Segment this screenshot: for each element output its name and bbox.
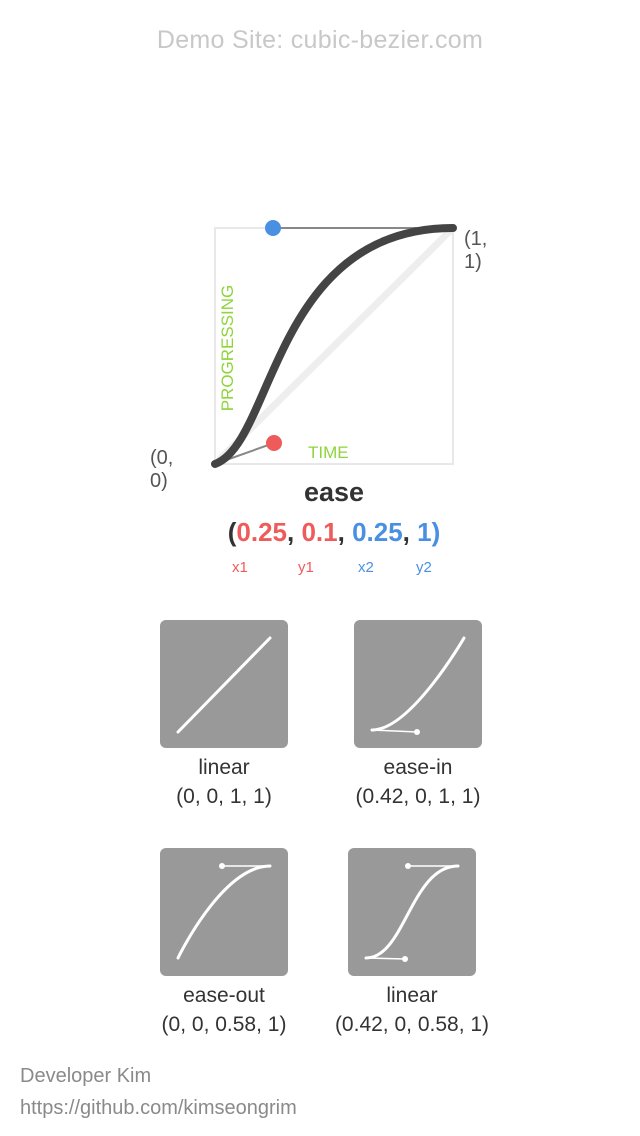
y-axis-label: PROGRESSING	[218, 284, 237, 412]
bezier-values: (0.25, 0.1, 0.25, 1)	[0, 517, 640, 548]
values-open-paren: (	[227, 517, 237, 547]
preset-name: linear	[386, 984, 438, 1007]
curve-name: ease	[303, 477, 365, 507]
values-close-paren: )	[431, 517, 441, 547]
preset-ease-in-out-tile[interactable]	[348, 848, 476, 976]
linear-reference-line	[212, 225, 456, 467]
param-label-x2: x2	[358, 559, 374, 576]
footer-link[interactable]: https://github.com/kimseongrim	[20, 1097, 297, 1119]
bezier-graph	[211, 220, 457, 468]
preset-name: ease-out	[183, 984, 265, 1007]
preset-values: (0.42, 0, 1, 1)	[355, 785, 481, 808]
site-title: Demo Site: cubic-bezier.com	[156, 26, 484, 54]
preset-ease-in-tile[interactable]	[354, 620, 482, 748]
value-x2: 0.25	[352, 517, 403, 547]
origin-label: (0, 0)	[150, 447, 174, 492]
ease-in-out-curve-icon	[364, 863, 460, 962]
preset-name: linear	[198, 756, 250, 779]
preset-values: (0.42, 0, 0.58, 1)	[334, 1013, 490, 1036]
ease-in-curve-icon	[370, 636, 466, 735]
preset-name: ease-in	[383, 756, 453, 779]
preset-linear-tile[interactable]	[160, 620, 288, 748]
values-separator: ,	[287, 517, 302, 547]
value-x1: 0.25	[236, 517, 287, 547]
preset-values: (0, 0, 0.58, 1)	[161, 1013, 287, 1036]
param-label-y2: y2	[416, 559, 432, 576]
footer-author: Developer Kim	[20, 1065, 152, 1087]
values-separator: ,	[337, 517, 353, 547]
end-label: (1, 1)	[464, 228, 488, 273]
param-label-y1: y1	[298, 559, 314, 576]
bezier-curve	[211, 224, 457, 468]
param-label-x1: x1	[232, 559, 248, 576]
p1-handle[interactable]	[266, 435, 282, 451]
value-y2: 1	[417, 517, 432, 547]
x-axis-label: TIME	[308, 443, 349, 462]
preset-values: (0, 0, 1, 1)	[176, 785, 272, 808]
linear-curve-icon	[176, 636, 272, 734]
ease-out-curve-icon	[176, 863, 272, 960]
value-y1: 0.1	[301, 517, 338, 547]
preset-ease-out-tile[interactable]	[160, 848, 288, 976]
values-separator: ,	[402, 517, 418, 547]
p2-handle[interactable]	[265, 220, 281, 236]
